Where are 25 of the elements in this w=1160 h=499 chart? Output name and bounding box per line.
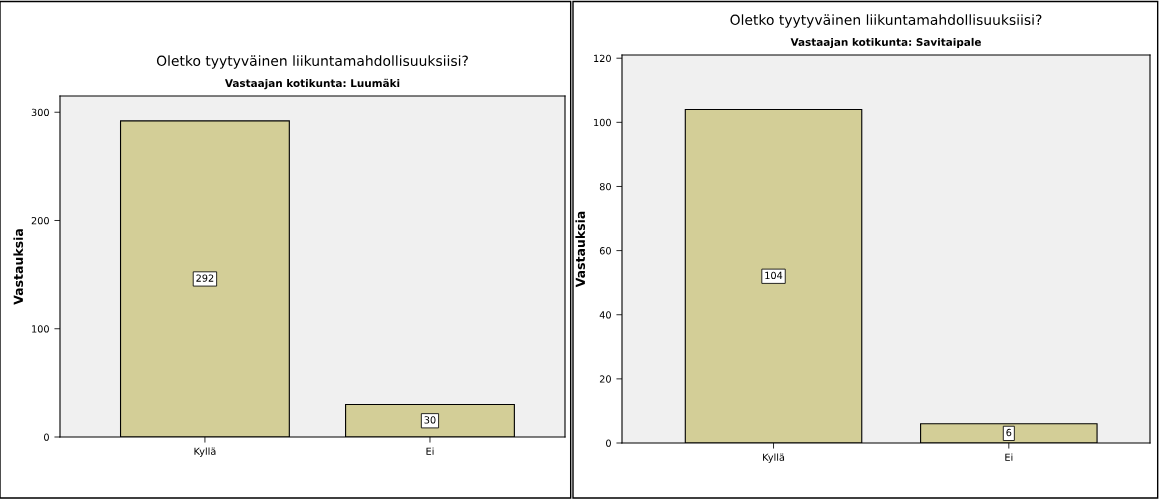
y-axis-title: Vastauksia	[13, 229, 24, 305]
chart-title: Oletko tyytyväinen liikuntamahdollisuuksiisi?	[730, 14, 1042, 28]
x-tick-label: Ei	[426, 447, 434, 455]
y-tick-label: 0	[606, 439, 611, 447]
y-tick-label: 120	[594, 54, 611, 63]
data-label: 6	[1006, 428, 1012, 437]
data-label: 104	[765, 271, 783, 280]
y-tick-label: 300	[31, 108, 49, 117]
y-tick-label: 80	[599, 182, 611, 191]
data-label: 292	[196, 274, 214, 282]
y-axis-title: Vastauksia	[575, 211, 586, 288]
chart-subtitle: Vastaajan kotikunta: Savitaipale	[790, 37, 981, 49]
y-tick-label: 100	[32, 325, 49, 333]
data-label: 30	[424, 416, 436, 424]
x-tick-label: Kyllä	[194, 447, 216, 457]
y-tick-label: 200	[31, 216, 49, 225]
y-tick-label: 100	[594, 118, 611, 127]
y-tick-label: 20	[599, 375, 611, 383]
y-tick-label: 0	[44, 433, 49, 441]
y-tick-label: 40	[599, 311, 611, 319]
x-tick-label: Ei	[1005, 453, 1013, 461]
chart-subtitle: Vastaajan kotikunta: Luumäki	[224, 78, 400, 90]
y-tick-label: 60	[599, 247, 611, 255]
chart-title: Oletko tyytyväinen liikuntamahdollisuuksiisi?	[156, 55, 468, 69]
x-tick-label: Kyllä	[763, 453, 785, 463]
